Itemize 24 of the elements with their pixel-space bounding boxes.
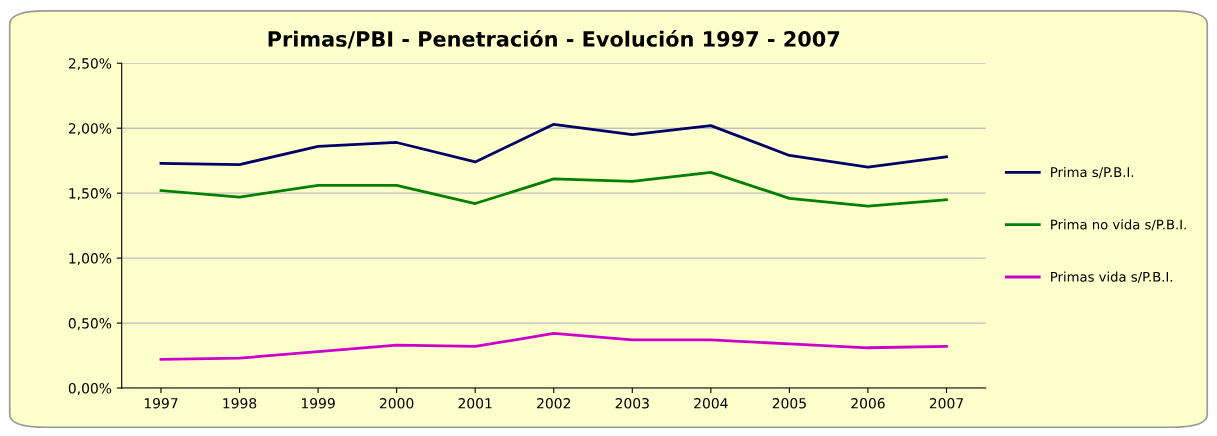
x-tick-label: 2005 xyxy=(772,398,806,409)
x-tick-label: 1998 xyxy=(223,398,257,409)
y-tick-label: 1,00% xyxy=(69,253,112,265)
x-tick-label: 2004 xyxy=(694,398,728,409)
y-tick-label: 1,50% xyxy=(69,188,112,201)
legend-label: Prima s/P.B.I. xyxy=(1051,166,1134,179)
line-series xyxy=(159,332,948,361)
x-tick-label: 2003 xyxy=(615,398,649,409)
y-tick-label: 0,50% xyxy=(68,318,112,330)
line-series xyxy=(159,170,948,208)
x-tick-label: 1997 xyxy=(144,398,178,409)
x-tick-label: 2002 xyxy=(537,398,571,409)
x-tick-label: 2006 xyxy=(851,398,885,409)
legend-label: Prima no vida s/P.B.I. xyxy=(1051,219,1186,231)
y-tick-label: 0,00% xyxy=(68,383,112,395)
x-tick-label: 2000 xyxy=(379,398,414,409)
chart-title: Primas/PBI - Penetración - Evolución 1997 - 2007 xyxy=(268,29,840,49)
y-tick-label: 2,50% xyxy=(68,58,112,71)
x-tick-label: 2007 xyxy=(929,398,963,409)
line-series xyxy=(159,122,948,169)
legend-label: Primas vida s/P.B.I. xyxy=(1051,271,1173,283)
x-tick-label: 2001 xyxy=(458,398,492,409)
y-tick-label: 2,00% xyxy=(68,123,112,136)
x-tick-label: 1999 xyxy=(301,398,335,409)
